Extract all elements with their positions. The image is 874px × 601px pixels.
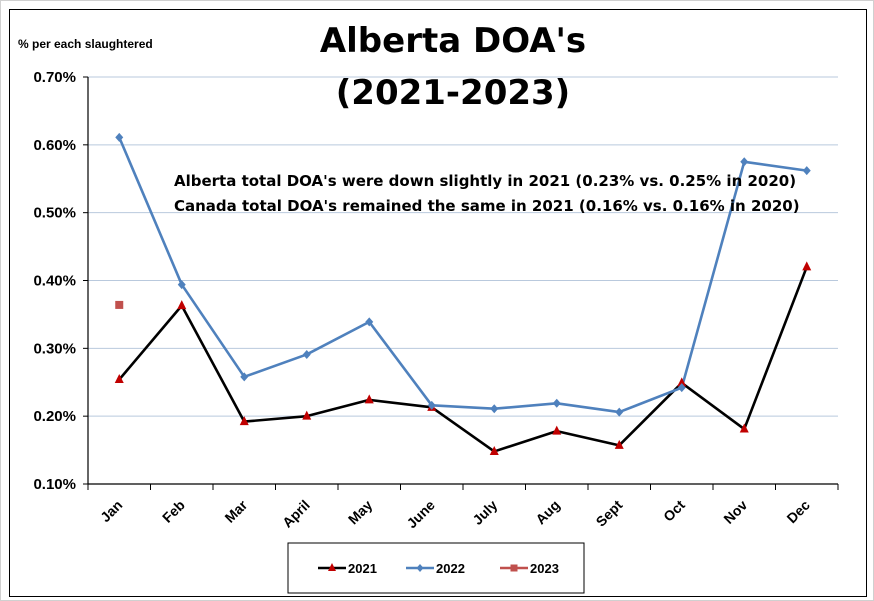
chart-title-line-2: (2021-2023) bbox=[336, 73, 570, 113]
data-point-triangle bbox=[328, 563, 336, 571]
data-point-diamond bbox=[416, 564, 424, 572]
data-point-diamond bbox=[802, 166, 811, 176]
y-tick-label: 0.10% bbox=[33, 476, 76, 493]
chart-title-line-1: Alberta DOA's bbox=[320, 21, 586, 61]
y-tick-labels: 0.10% 0.20% 0.30% 0.40% 0.50% 0.60% 0.70% bbox=[33, 69, 76, 493]
data-point-diamond bbox=[552, 398, 561, 408]
x-tick-label: Feb bbox=[159, 497, 188, 526]
gridlines bbox=[88, 76, 838, 417]
series-lines bbox=[118, 136, 808, 453]
axes bbox=[83, 76, 839, 490]
data-point-triangle bbox=[302, 410, 312, 420]
y-tick-label: 0.40% bbox=[33, 273, 76, 290]
annotation-canada: Canada total DOA's remained the same in … bbox=[174, 197, 800, 215]
x-tick-label: July bbox=[469, 497, 500, 528]
x-tick-label: June bbox=[403, 497, 438, 532]
legend-label: 2021 bbox=[348, 561, 377, 576]
y-tick-label: 0.70% bbox=[33, 69, 76, 86]
data-point-diamond bbox=[490, 404, 499, 414]
x-tick-label: April bbox=[279, 497, 313, 531]
data-point-diamond bbox=[115, 132, 124, 142]
data-point-diamond bbox=[427, 400, 436, 410]
x-tick-label: Sept bbox=[593, 497, 626, 530]
y-tick-label: 0.30% bbox=[33, 340, 76, 357]
legend-label: 2023 bbox=[530, 561, 559, 576]
y-axis-label: % per each slaughtered bbox=[18, 37, 153, 51]
data-point-triangle bbox=[802, 261, 812, 271]
y-tick-label: 0.50% bbox=[33, 205, 76, 222]
data-point-triangle bbox=[489, 445, 499, 455]
x-tick-label: Nov bbox=[720, 497, 750, 527]
data-point-triangle bbox=[614, 439, 624, 449]
x-tick-label: Jan bbox=[97, 497, 125, 525]
data-point-diamond bbox=[677, 383, 686, 393]
data-point-triangle bbox=[239, 416, 249, 426]
legend: 2021 2022 2023 bbox=[287, 542, 585, 594]
data-point-triangle bbox=[552, 425, 562, 435]
x-tick-label: Oct bbox=[660, 497, 688, 525]
y-tick-label: 0.60% bbox=[33, 137, 76, 154]
annotation-alberta: Alberta total DOA's were down slightly i… bbox=[174, 172, 796, 190]
series-line-2022 bbox=[118, 136, 807, 414]
series-line-2021 bbox=[118, 266, 808, 453]
data-point-diamond bbox=[240, 372, 249, 382]
data-point-square bbox=[510, 564, 518, 572]
legend-label: 2022 bbox=[436, 561, 465, 576]
data-point-triangle bbox=[114, 374, 124, 384]
x-tick-labels: Jan Feb Mar April May June July Aug Sept Oct Nov De… bbox=[97, 496, 813, 531]
data-point-triangle bbox=[177, 300, 187, 310]
series-markers bbox=[114, 132, 812, 455]
data-point-diamond bbox=[615, 407, 624, 417]
data-point-diamond bbox=[302, 349, 311, 359]
data-point-diamond bbox=[365, 317, 374, 327]
data-point-triangle bbox=[364, 394, 374, 404]
data-point-triangle bbox=[677, 377, 687, 387]
x-tick-label: Mar bbox=[221, 496, 250, 525]
data-point-diamond bbox=[740, 157, 749, 167]
data-point-triangle bbox=[739, 423, 749, 433]
data-point-square bbox=[115, 300, 124, 309]
y-tick-label: 0.20% bbox=[33, 408, 76, 425]
data-point-diamond bbox=[177, 280, 186, 290]
x-tick-label: Dec bbox=[783, 497, 813, 527]
x-tick-label: Aug bbox=[532, 497, 563, 528]
x-tick-label: May bbox=[345, 497, 376, 528]
chart-area bbox=[9, 9, 867, 597]
